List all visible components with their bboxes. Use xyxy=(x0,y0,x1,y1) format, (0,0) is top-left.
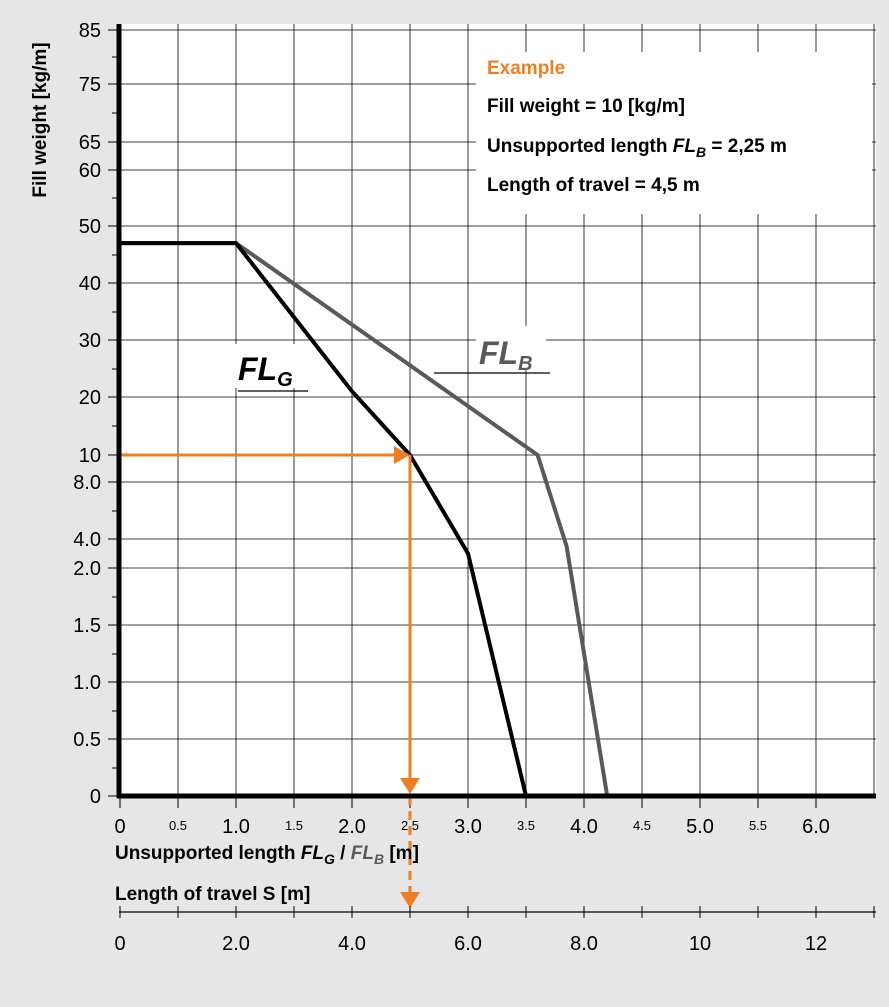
x-tick-label: 0 xyxy=(114,816,125,838)
x-tick-label: 1.0 xyxy=(222,816,250,838)
example-fill-weight-arrow xyxy=(394,446,410,464)
y-tick-label: 20 xyxy=(79,387,101,409)
example-line2-fl: FL xyxy=(673,136,696,157)
x-tick-label: 3.5 xyxy=(517,818,535,833)
y-axis-ticks: 0 0.5 1.0 1.5 2.0 4.0 8.0 10 20 30 40 50 60 65 75 85 xyxy=(73,20,119,808)
example-line2-sub: B xyxy=(696,144,706,160)
example-length-of-travel-arrow xyxy=(400,892,420,908)
example-line2-text: Unsupported length xyxy=(487,136,673,157)
x-tick-label: 1.5 xyxy=(285,818,303,833)
x-axis-label-fl-g: FL xyxy=(301,843,324,864)
x2-axis-label: Length of travel S [m] xyxy=(115,884,310,905)
y-axis-label: Fill weight [kg/m] xyxy=(30,42,51,197)
y-tick-label: 60 xyxy=(79,160,101,182)
x-tick-label: 5.0 xyxy=(686,816,714,838)
x-axis-ticks: 0 0.5 1.0 1.5 2.0 2.5 3.0 3.5 4.0 4.5 5.0 5.5 6.0 xyxy=(114,796,830,838)
series-fl-g-line xyxy=(120,241,528,797)
example-line2-value: = 2,25 m xyxy=(706,136,787,157)
x-axis-label-fl-b-sub: B xyxy=(374,851,384,867)
y-tick-label: 65 xyxy=(79,132,101,154)
y-tick-label: 0 xyxy=(90,786,101,808)
example-title: Example xyxy=(487,58,565,79)
x-tick-label: 4.5 xyxy=(633,818,651,833)
x-tick-label: 2.5 xyxy=(401,818,419,833)
series-fl-b-label-main: FL xyxy=(479,335,518,371)
x-tick-label: 3.0 xyxy=(454,816,482,838)
x-axis-label-text: Unsupported length xyxy=(115,843,301,864)
y-tick-label: 1.5 xyxy=(73,615,101,637)
x-axis-label: Unsupported length FLG / FLB [m] xyxy=(115,843,419,867)
x-axis-label-unit: [m] xyxy=(384,843,419,864)
y-tick-label: 0.5 xyxy=(73,729,101,751)
example-unsupported-length: Unsupported length FLB = 2,25 m xyxy=(487,136,787,160)
series-fl-g-label-main: FL xyxy=(238,351,277,387)
series-fl-g-label-sub: G xyxy=(277,369,293,391)
x2-tick-label: 2.0 xyxy=(222,933,250,955)
x-tick-label: 0.5 xyxy=(169,818,187,833)
series-fl-g-label-background xyxy=(235,344,305,388)
y-tick-label: 85 xyxy=(79,20,101,42)
y-tick-label: 1.0 xyxy=(73,672,101,694)
x-axis-label-fl-g-sub: G xyxy=(324,851,335,867)
example-length-of-travel: Length of travel = 4,5 m xyxy=(487,175,700,196)
series-fl-g-label: FLG xyxy=(238,351,293,391)
example-fill-weight: Fill weight = 10 [kg/m] xyxy=(487,96,685,117)
x2-tick-label: 8.0 xyxy=(570,933,598,955)
x2-tick-label: 6.0 xyxy=(454,933,482,955)
x-tick-label: 6.0 xyxy=(802,816,830,838)
y-tick-label: 75 xyxy=(79,74,101,96)
series-fl-b-label-background xyxy=(476,326,546,370)
y-tick-label: 50 xyxy=(79,216,101,238)
x-tick-label: 5.5 xyxy=(749,818,767,833)
x2-tick-label: 4.0 xyxy=(338,933,366,955)
y-tick-label: 30 xyxy=(79,330,101,352)
example-unsupported-length-arrow xyxy=(400,778,420,794)
x2-tick-label: 12 xyxy=(805,933,827,955)
y-tick-label: 4.0 xyxy=(73,529,101,551)
x-tick-label: 2.0 xyxy=(338,816,366,838)
x2-tick-label: 10 xyxy=(689,933,711,955)
series-fl-b-label: FLB xyxy=(479,335,533,375)
example-annotation-box xyxy=(476,52,872,214)
x-axis-label-sep: / xyxy=(335,843,351,864)
y-tick-label: 40 xyxy=(79,273,101,295)
y-tick-label: 10 xyxy=(79,445,101,467)
y-tick-label: 2.0 xyxy=(73,558,101,580)
x-axis-label-fl-b: FL xyxy=(351,843,374,864)
x2-tick-label: 0 xyxy=(114,933,125,955)
series-fl-b-label-sub: B xyxy=(518,353,532,375)
y-tick-label: 8.0 xyxy=(73,472,101,494)
x2-axis-ticks: 0 2.0 4.0 6.0 8.0 10 12 xyxy=(114,906,875,955)
x-tick-label: 4.0 xyxy=(570,816,598,838)
